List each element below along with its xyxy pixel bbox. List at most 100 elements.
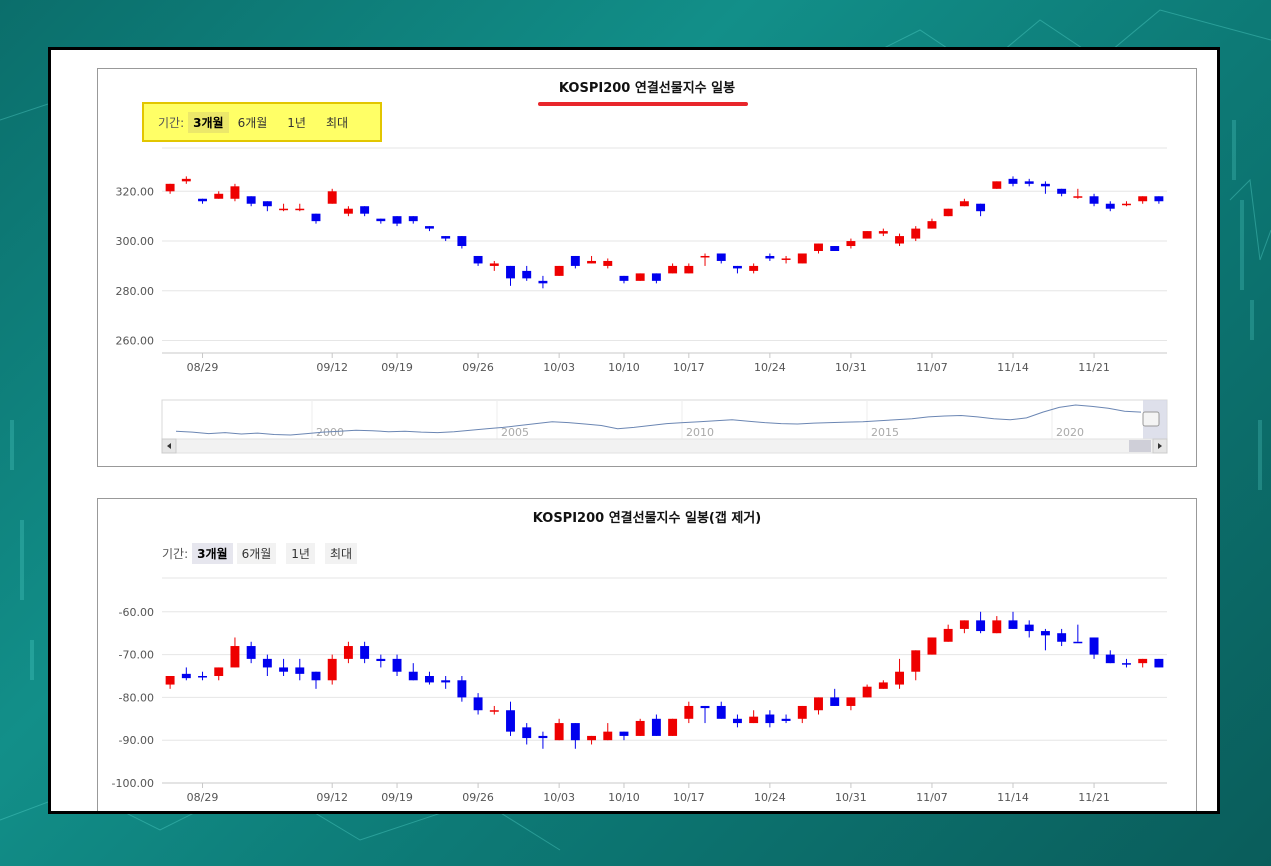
x-tick-label: 11/07 xyxy=(916,361,948,374)
candle-body xyxy=(376,658,386,662)
candle-body xyxy=(214,667,224,676)
candle-body xyxy=(749,265,759,271)
candlestick-chart-daily[interactable]: 320.00 300.00 280.00 260.00 08/29 09/12 09/19 0… xyxy=(98,69,1196,466)
x-tick-label: 10/24 xyxy=(754,361,786,374)
candle-body xyxy=(878,231,888,234)
candle-body xyxy=(473,255,483,264)
x-tick-label: 11/14 xyxy=(997,791,1029,804)
candle-body xyxy=(1040,631,1050,636)
chart-panel-gap-removed: KOSPI200 연결선물지수 일봉(갭 제거) 기간: 3개월 6개월 1년 … xyxy=(97,498,1197,814)
candle-body xyxy=(1105,654,1115,664)
navigator-label: 2010 xyxy=(686,426,714,439)
candle-body xyxy=(911,650,921,672)
candle-body xyxy=(214,193,224,199)
x-tick-label: 10/17 xyxy=(673,361,705,374)
candle-body xyxy=(587,735,597,741)
candle-body xyxy=(651,718,661,736)
candle-body xyxy=(635,273,645,281)
y-tick-label: 300.00 xyxy=(116,235,155,248)
candle-body xyxy=(668,265,678,274)
navigator-label: 2015 xyxy=(871,426,899,439)
candle-body xyxy=(295,667,305,674)
candle-body xyxy=(230,186,240,199)
candle-body xyxy=(716,253,726,261)
candle-body xyxy=(198,676,207,678)
candle-body xyxy=(797,253,807,264)
x-tick-label: 11/07 xyxy=(916,791,948,804)
period-max-button[interactable]: 최대 xyxy=(325,115,349,130)
period-6m-button[interactable]: 6개월 xyxy=(236,542,277,564)
candle-body xyxy=(457,236,467,247)
candle-body xyxy=(846,241,856,247)
candle-body xyxy=(862,686,872,698)
x-tick-label: 10/10 xyxy=(608,361,640,374)
candle-body xyxy=(376,218,386,222)
period-3m-button[interactable]: 3개월 xyxy=(192,542,233,564)
period-3m-button[interactable]: 3개월 xyxy=(188,111,229,133)
candle-body xyxy=(895,236,904,244)
candle-body xyxy=(457,680,467,698)
candle-body xyxy=(1008,178,1018,184)
candle-body xyxy=(814,243,823,251)
candle-body xyxy=(246,646,256,659)
candle-body xyxy=(1024,181,1034,184)
candle-body xyxy=(198,198,207,202)
x-tick-label: 10/10 xyxy=(608,791,640,804)
x-tick-label: 09/19 xyxy=(381,361,413,374)
x-tick-label: 10/03 xyxy=(543,361,575,374)
period-1y-button[interactable]: 1년 xyxy=(287,115,306,130)
candle-body xyxy=(425,676,434,683)
candle-body xyxy=(522,727,532,739)
candle-body xyxy=(765,714,775,724)
y-tick-label: -90.00 xyxy=(119,734,154,747)
candle-body xyxy=(781,718,791,721)
candle-body xyxy=(570,255,580,266)
candle-body xyxy=(279,667,289,672)
candle-body xyxy=(911,228,921,239)
candle-body xyxy=(425,226,434,229)
candle-body xyxy=(1122,663,1131,665)
candle-body xyxy=(943,208,953,217)
y-tick-label: -60.00 xyxy=(119,606,154,619)
x-tick-label: 10/31 xyxy=(835,361,867,374)
candle-body xyxy=(992,181,1002,189)
candle-body xyxy=(327,191,337,204)
x-tick-label: 11/21 xyxy=(1078,361,1110,374)
x-tick-label: 09/26 xyxy=(462,791,494,804)
candle-body xyxy=(165,676,175,685)
chart-panel-daily: KOSPI200 연결선물지수 일봉 기간: 3개월 6개월 1년 최대 320… xyxy=(97,68,1197,467)
candle-body xyxy=(797,705,807,719)
candle-body xyxy=(181,178,191,182)
candle-body xyxy=(279,208,289,211)
candle-body xyxy=(927,221,937,229)
screenshot-frame: KOSPI200 연결선물지수 일봉 기간: 3개월 6개월 1년 최대 320… xyxy=(48,47,1220,814)
candle-body xyxy=(360,206,370,214)
period-max-button[interactable]: 최대 xyxy=(324,542,358,564)
title-underline xyxy=(538,102,748,106)
scrollbar-thumb xyxy=(1129,440,1151,452)
period-1y-button[interactable]: 1년 xyxy=(286,542,315,564)
candle-body xyxy=(489,710,499,712)
navigator-handle xyxy=(1142,411,1160,427)
x-tick-label: 08/29 xyxy=(187,361,219,374)
candle-body xyxy=(895,671,904,685)
candle-body xyxy=(554,265,564,276)
candle-body xyxy=(473,697,483,711)
chart-title: KOSPI200 연결선물지수 일봉 xyxy=(558,81,736,96)
navigator-label: 2000 xyxy=(316,426,344,439)
candle-body xyxy=(327,658,337,681)
x-tick-label: 11/21 xyxy=(1078,791,1110,804)
candle-body xyxy=(1089,637,1099,655)
candle-body xyxy=(959,620,969,629)
x-tick-label: 08/29 xyxy=(187,791,219,804)
candlestick-chart-gap-removed[interactable]: -60.00 -70.00 -80.00 -90.00 -100.00 08/29 09/1… xyxy=(98,499,1196,814)
period-selector: 기간: 3개월 6개월 1년 최대 xyxy=(142,102,382,142)
candle-body xyxy=(732,718,742,724)
y-tick-label: -100.00 xyxy=(112,777,154,790)
y-tick-label: 260.00 xyxy=(116,335,155,348)
candle-body xyxy=(554,723,564,741)
candle-body xyxy=(408,216,418,222)
candle-body xyxy=(749,716,759,724)
period-6m-button[interactable]: 6개월 xyxy=(237,115,268,130)
candle-body xyxy=(392,658,402,672)
